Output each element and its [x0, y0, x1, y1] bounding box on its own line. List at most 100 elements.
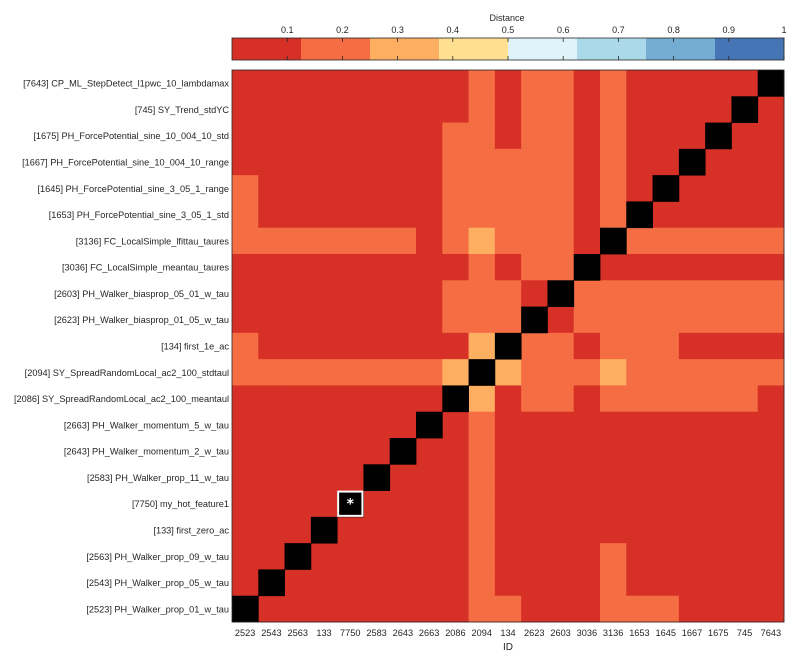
heatmap-cell [626, 385, 653, 413]
heatmap-cell [757, 122, 785, 150]
heatmap-cell [284, 411, 312, 439]
heatmap-cell [731, 332, 759, 360]
heatmap-cell [363, 490, 391, 518]
heatmap-cell [626, 227, 653, 255]
x-tick-label: 2563 [287, 628, 307, 638]
heatmap-cell [494, 569, 522, 597]
heatmap-cell [363, 96, 391, 123]
heatmap-cell [258, 464, 285, 491]
heatmap-cell [494, 490, 522, 518]
heatmap-cell [678, 490, 706, 518]
heatmap-cell [442, 464, 469, 491]
heatmap-cell [442, 569, 469, 597]
heatmap-cell [337, 464, 364, 491]
heatmap-cell [468, 490, 496, 518]
heatmap-cell [284, 490, 312, 518]
heatmap-cell [468, 122, 496, 150]
heatmap-cell [310, 227, 338, 255]
heatmap-cell [626, 96, 653, 123]
heatmap-cell [232, 201, 259, 229]
heatmap-cell [626, 148, 653, 176]
x-tick-label: 7643 [761, 628, 781, 638]
heatmap-diagonal-cell [389, 438, 417, 465]
y-tick-label: [2603] PH_Walker_biasprop_05_01_w_tau [54, 289, 229, 299]
heatmap-cell [468, 70, 496, 97]
heatmap-cell [626, 280, 653, 307]
heatmap-cell [284, 96, 312, 123]
heatmap-cell [416, 175, 443, 202]
heatmap-cell [705, 595, 732, 623]
heatmap-cell [494, 201, 522, 229]
heatmap-cell [652, 201, 680, 229]
heatmap-cell [494, 411, 522, 439]
heatmap-cell [389, 490, 417, 518]
heatmap-cell [521, 543, 548, 570]
heatmap-cell [573, 464, 601, 491]
heatmap-cell [232, 122, 259, 150]
heatmap-cell [494, 175, 522, 202]
heatmap-diagonal-cell [731, 96, 759, 123]
heatmap-diagonal-cell [416, 411, 443, 439]
heatmap-cell [284, 280, 312, 307]
heatmap-cell [232, 280, 259, 307]
heatmap-cell [337, 385, 364, 413]
heatmap-cell [442, 122, 469, 150]
heatmap-cell [521, 96, 548, 123]
heatmap-cell [705, 464, 732, 491]
heatmap-cell [258, 385, 285, 413]
heatmap-cell [626, 306, 653, 334]
heatmap-cell [416, 516, 443, 544]
heatmap-cell [389, 359, 417, 386]
colorbar-tick-label: 0.2 [336, 25, 349, 35]
heatmap-cell [442, 201, 469, 229]
heatmap-cell [337, 595, 364, 623]
heatmap-cell [310, 438, 338, 465]
heatmap-cell [705, 175, 732, 202]
x-tick-label: 1645 [655, 628, 675, 638]
heatmap-cell [731, 148, 759, 176]
heatmap-cell [389, 385, 417, 413]
colorbar-tick-marks [286, 38, 785, 60]
heatmap-cell [678, 96, 706, 123]
heatmap-cell [521, 280, 548, 307]
heatmap-diagonal-cell [547, 280, 575, 307]
heatmap-cell [705, 359, 732, 386]
heatmap-cell [731, 385, 759, 413]
heatmap-cell [363, 227, 391, 255]
heatmap-cell [284, 516, 312, 544]
heatmap-cell [678, 227, 706, 255]
heatmap-cell [757, 227, 785, 255]
x-tick-label: 2603 [550, 628, 570, 638]
heatmap-cell [547, 569, 575, 597]
heatmap-cell [547, 595, 575, 623]
heatmap-cell [678, 201, 706, 229]
heatmap-cell [442, 438, 469, 465]
heatmap-cell [232, 411, 259, 439]
heatmap-cell [468, 464, 496, 491]
heatmap-cell [494, 96, 522, 123]
heatmap-cell [468, 411, 496, 439]
heatmap-cell [468, 280, 496, 307]
heatmap-cell [731, 201, 759, 229]
heatmap-cell [547, 543, 575, 570]
heatmap-cell [389, 201, 417, 229]
heatmap-cell [757, 280, 785, 307]
heatmap-cell [626, 490, 653, 518]
heatmap-cell [416, 543, 443, 570]
heatmap-cell [494, 438, 522, 465]
heatmap-cell [337, 70, 364, 97]
heatmap-cell [232, 254, 259, 281]
heatmap-cell [626, 359, 653, 386]
colorbar-bin-7 [715, 38, 785, 60]
heatmap-cell [626, 438, 653, 465]
heatmap-cell [600, 490, 627, 518]
heatmap-cell [232, 543, 259, 570]
heatmap-cell [652, 254, 680, 281]
heatmap-cell [547, 122, 575, 150]
heatmap-cell [573, 516, 601, 544]
heatmap-cell [310, 464, 338, 491]
heatmap-cell [547, 227, 575, 255]
heatmap-cell [337, 306, 364, 334]
heatmap-cell [494, 122, 522, 150]
heatmap-cell [626, 332, 653, 360]
